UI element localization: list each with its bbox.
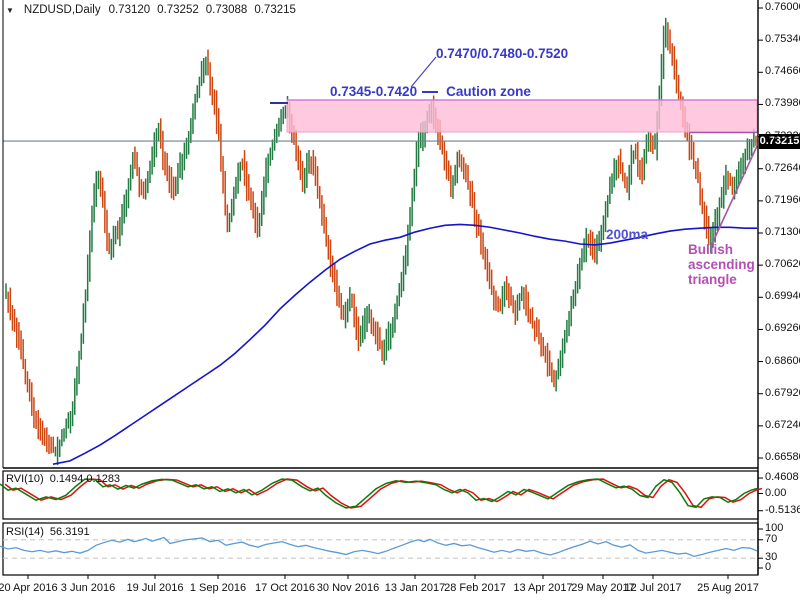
date-tick-label: 13 Jan 2017: [384, 582, 446, 594]
date-tick-label: 20 Apr 2016: [0, 582, 58, 594]
rsi-values: 56.3191: [49, 526, 90, 538]
high-value: 0.73252: [157, 4, 199, 16]
date-tick-label: 13 Apr 2017: [513, 582, 573, 594]
rvi-name: RVI(10): [6, 473, 44, 485]
current-price-tag: 0.73215: [759, 134, 800, 149]
triangle-label-line1: Bullish: [688, 242, 734, 257]
triangle-label-line3: triangle: [688, 272, 737, 287]
date-tick-label: 29 May 2017: [571, 582, 635, 594]
date-tick-label: 28 Feb 2017: [444, 582, 506, 594]
rsi-tick-label: 100: [765, 522, 784, 534]
symbol-dropdown-icon[interactable]: ▼: [6, 5, 14, 15]
date-tick-label: 19 Jul 2016: [126, 582, 184, 594]
ma200-annotation[interactable]: 200ma: [606, 227, 649, 242]
rsi-tick-label: 70: [765, 532, 778, 545]
date-tick-label: 17 Oct 2016: [255, 582, 315, 594]
rvi-tick-label: 0.00: [765, 486, 787, 499]
rvi-values: 0.1494 0.1283: [49, 473, 121, 485]
date-tick-label: 25 Aug 2017: [697, 582, 759, 594]
caution-zone-label: Caution zone: [446, 84, 531, 99]
date-tick-label: 1 Sep 2016: [189, 582, 247, 594]
rvi-tick-label: 0.4608: [765, 471, 799, 484]
date-tick-label: 12 Jul 2017: [624, 582, 682, 594]
date-tick-label: 3 Jun 2016: [60, 582, 116, 594]
rvi-tick-label: -0.5136: [765, 503, 800, 516]
symbol-title: NZDUSD,Daily: [23, 4, 101, 16]
low-value: 0.73088: [205, 4, 248, 16]
dash-connector-icon: [422, 90, 439, 93]
date-axis[interactable]: 20 Apr 2016 3 Jun 2016 19 Jul 2016 1 Sep 20…: [0, 576, 800, 600]
date-tick-label: 30 Nov 2016: [316, 582, 380, 594]
rvi-panel-label: RVI(10) 0.1494 0.1283: [6, 473, 120, 485]
ohlc-readout: 0.73120 0.73252 0.73088 0.73215: [109, 4, 296, 16]
bullish-triangle-annotation[interactable]: Bullish ascending triangle: [688, 242, 755, 287]
caution-zone-annotation[interactable]: 0.7345-0.7420 Caution zone: [330, 84, 531, 99]
panel-separator[interactable]: [0, 467, 758, 471]
close-value: 0.73215: [254, 4, 296, 16]
rsi-panel-label: RSI(14) 56.3191: [6, 526, 90, 538]
resistance-annotation[interactable]: 0.7470/0.7480-0.7520: [436, 46, 569, 61]
caution-range-label: 0.7345-0.7420: [330, 84, 418, 99]
chart-title-bar: ▼ NZDUSD,Daily 0.73120 0.73252 0.73088 0…: [6, 4, 296, 16]
rsi-tick-label: 30: [765, 551, 778, 564]
rsi-tick-label: 0: [765, 561, 772, 573]
triangle-label-line2: ascending: [688, 257, 755, 272]
rsi-name: RSI(14): [6, 526, 44, 538]
panel-separator[interactable]: [0, 519, 758, 523]
open-value: 0.73120: [108, 4, 151, 16]
